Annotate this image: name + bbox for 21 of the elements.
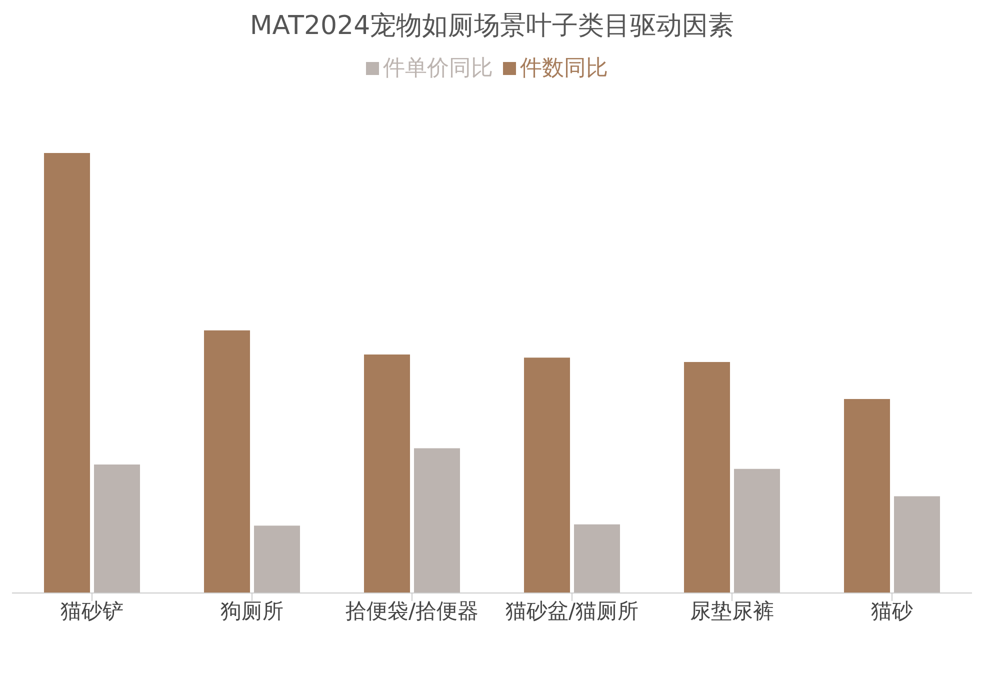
bar — [44, 153, 90, 593]
bar — [574, 524, 620, 593]
x-tick-label: 拾便袋/拾便器 — [345, 598, 479, 623]
bar — [254, 526, 300, 593]
legend-label: 件单价同比 — [383, 56, 493, 81]
x-tick-label: 尿垫尿裤 — [690, 598, 774, 623]
bar — [894, 496, 940, 593]
x-tick-label: 猫砂铲 — [60, 598, 124, 623]
bar — [734, 468, 780, 593]
legend-label: 件数同比 — [520, 56, 608, 81]
bar — [414, 448, 460, 593]
bar — [684, 362, 730, 593]
bar — [364, 354, 410, 593]
x-tick-label: 猫砂 — [871, 598, 913, 623]
bar — [844, 398, 890, 593]
chart-title: MAT2024宠物如厕场景叶子类目驱动因素 — [248, 10, 736, 43]
bar — [524, 358, 570, 593]
bar — [94, 464, 140, 593]
x-tick-label: 猫砂盆/猫厕所 — [505, 598, 639, 623]
bar — [204, 330, 250, 593]
x-tick-label: 狗厕所 — [220, 598, 284, 623]
